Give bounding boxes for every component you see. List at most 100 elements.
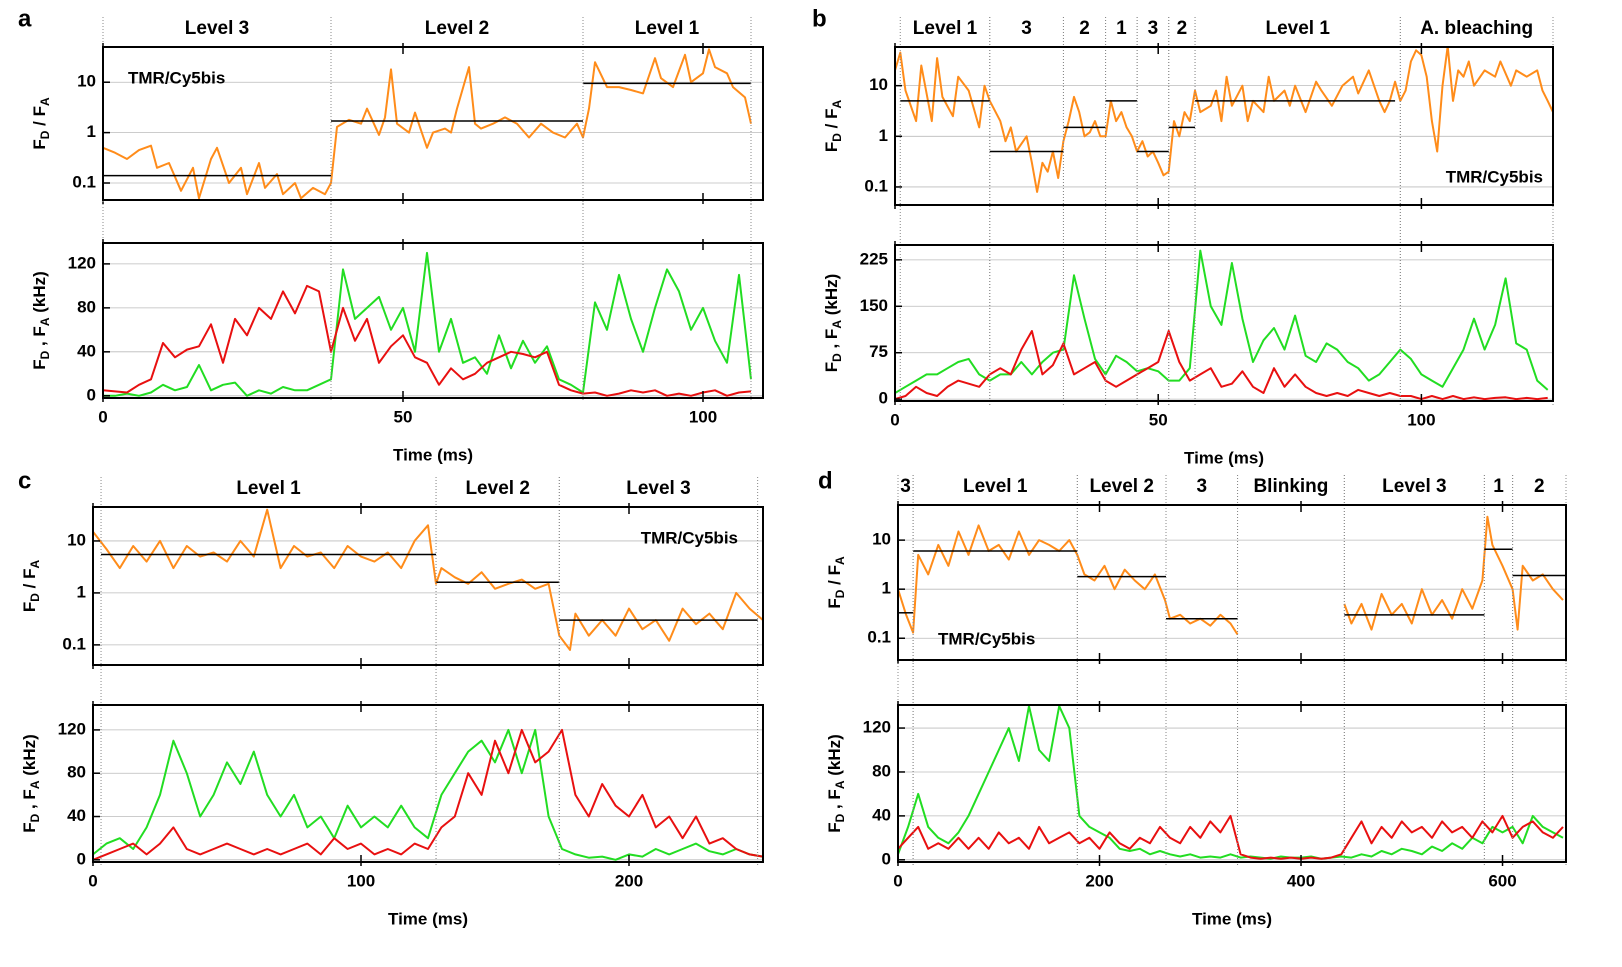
segment-label: 3 [1021,18,1032,39]
segment-label: 3 [900,476,911,497]
y-axis-label-part: D [833,813,847,822]
plot-area [898,515,1566,639]
plot-area [103,251,763,397]
trace [103,251,752,397]
y-tick-label: 10 [872,530,891,549]
plot-area [103,48,763,200]
y-axis-label-part: D [830,133,844,142]
segment-label: Level 1 [963,476,1028,497]
y-axis-label-part: , [20,800,39,814]
y-tick-label: 120 [58,719,86,738]
y-tick-label: 1 [882,579,891,598]
y-axis-label-part: (kHz) [822,274,841,320]
y-axis-label-part: D [833,589,847,598]
y-axis-label-part: F [822,329,841,339]
y-axis-label-part: A [830,100,844,109]
y-axis-label: FD / FA [825,556,847,609]
y-tick-label: 80 [67,763,86,782]
y-axis-label-part: D [38,350,52,359]
y-axis-label-part: F [30,326,49,336]
x-axis-label: Time (ms) [393,445,473,464]
y-tick-label: 150 [860,296,888,315]
y-axis-label: FD / FA [30,97,52,150]
y-axis-label-part: F [20,822,39,832]
y-axis-label-part: F [30,139,49,149]
y-axis-label: FD , FA (kHz) [30,271,52,370]
y-tick-label: 0 [879,389,888,408]
plot-area [895,249,1553,401]
y-tick-label: 40 [872,805,891,824]
axes-frame [897,704,1567,863]
y-tick-label: 1 [87,122,96,141]
trace [895,249,1549,394]
x-tick-label: 0 [893,871,902,890]
segment-label: Level 1 [635,18,700,39]
x-axis-label: Time (ms) [388,909,468,928]
y-axis-label-part: (kHz) [20,734,39,780]
annotation: TMR/Cy5bis [128,68,225,87]
segment-label: 3 [1196,476,1207,497]
axes-frame [894,244,1554,402]
y-tick-label: 10 [869,75,888,94]
y-tick-label: 120 [863,718,891,737]
axes-frame [102,46,764,201]
plot-area [898,705,1566,861]
segment-label: Level 1 [236,478,301,499]
x-tick-label: 400 [1287,871,1315,890]
y-axis-label-part: F [822,109,841,119]
panel-label: c [18,467,31,494]
y-axis-label-part: D [38,130,52,139]
segment-label: Level 2 [1089,476,1153,497]
y-axis-label-part: A [28,780,42,789]
y-axis-label: FD , FA (kHz) [20,734,42,833]
x-tick-label: 50 [394,407,413,426]
y-tick-label: 75 [869,342,888,361]
y-axis-label-part: F [825,598,844,608]
y-axis-label-part: F [822,142,841,152]
segment-label: A. bleaching [1420,18,1533,39]
y-tick-label: 0.1 [867,628,891,647]
y-axis-label: FD , FA (kHz) [822,274,844,373]
annotation: TMR/Cy5bis [641,528,738,547]
segment-label: 3 [1148,18,1159,39]
y-axis-label-part: F [30,106,49,116]
trace [103,284,752,397]
y-axis-label-part: A [830,320,844,329]
segment-label: Level 1 [913,18,978,39]
y-axis-label-part: / [30,116,49,130]
segment-label: Level 2 [425,18,489,39]
segment-label: 2 [1534,476,1545,497]
y-axis-label: FD / FA [822,100,844,153]
plot-area [93,728,763,861]
x-tick-label: 0 [98,407,107,426]
y-tick-label: 80 [77,297,96,316]
y-tick-label: 0.1 [864,176,888,195]
y-axis-label-part: , [825,800,844,814]
y-tick-label: 120 [68,253,96,272]
y-axis-label-part: F [20,789,39,799]
x-tick-label: 0 [890,410,899,429]
segment-label: Level 3 [626,478,690,499]
panel-label: d [818,467,833,494]
y-axis-label-part: (kHz) [825,734,844,780]
y-axis-label-part: F [825,789,844,799]
x-tick-label: 100 [1407,410,1435,429]
y-axis-label-part: D [28,813,42,822]
y-tick-label: 40 [67,806,86,825]
segment-label: 1 [1116,18,1127,39]
y-axis-label-part: / [825,575,844,589]
trace [93,728,763,861]
axes-frame [102,242,764,399]
trace [93,728,763,861]
panel-label: a [18,5,32,32]
segment-label: Level 2 [465,478,529,499]
trace [898,515,1564,635]
y-axis-label-part: A [38,97,52,106]
x-tick-label: 50 [1149,410,1168,429]
y-tick-label: 0.1 [62,634,86,653]
y-axis-label-part: F [825,565,844,575]
y-axis-label-part: F [20,569,39,579]
x-tick-label: 600 [1488,871,1516,890]
y-tick-label: 0.1 [72,172,96,191]
